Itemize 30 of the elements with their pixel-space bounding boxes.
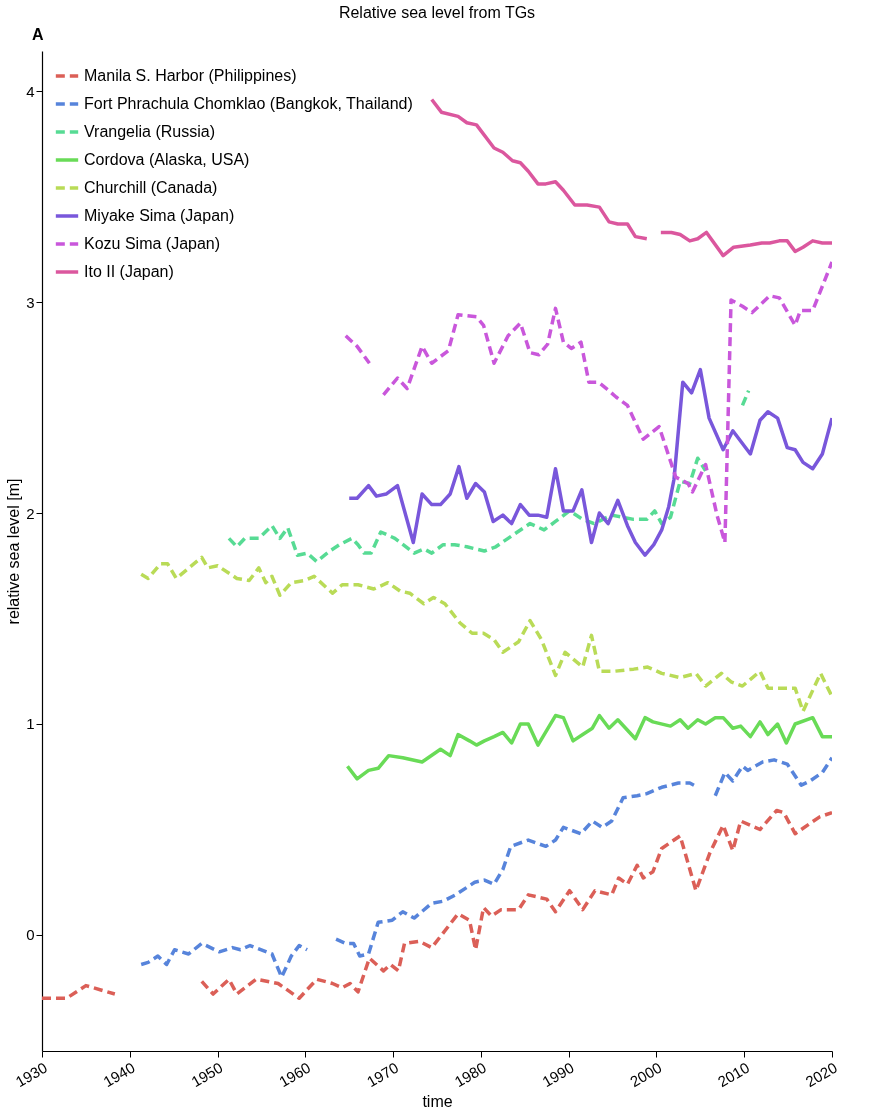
x-tick-label: 1960 <box>275 1058 314 1091</box>
x-tick-label: 2020 <box>802 1058 840 1091</box>
y-axis-title: relative sea level [m] <box>5 478 23 625</box>
chart-title: Relative sea level from TGs <box>338 4 536 21</box>
x-tick-label: 1970 <box>363 1058 402 1091</box>
line-series <box>345 713 832 781</box>
x-tick-label: 1980 <box>451 1058 489 1091</box>
y-tick-label: 2 <box>26 504 35 522</box>
x-axis-title: time <box>422 1093 453 1111</box>
legend-label: Miyake Sima (Japan) <box>84 207 235 224</box>
legend-label: Manila S. Harbor (Philippines) <box>84 67 297 84</box>
line-series <box>139 555 832 714</box>
legend-label: Vrangelia (Russia) <box>84 123 216 140</box>
x-tick-label: 1930 <box>12 1058 50 1091</box>
line-series <box>347 367 832 557</box>
y-tick-label: 4 <box>26 82 35 100</box>
legend-label: Churchill (Canada) <box>84 179 218 196</box>
x-tick-label: 1990 <box>539 1058 577 1091</box>
x-tick-label: 2000 <box>627 1058 665 1091</box>
x-tick-label: 2010 <box>714 1058 753 1091</box>
legend-label: Ito II (Japan) <box>84 263 174 280</box>
y-tick-label: 3 <box>26 293 35 311</box>
legend-label: Fort Phrachula Chomklao (Bangkok, Thailand) <box>84 95 413 112</box>
text: A <box>32 26 44 43</box>
legend-label: Kozu Sima (Japan) <box>84 235 221 252</box>
y-tick-label: 0 <box>26 926 35 944</box>
x-tick-label: 1950 <box>188 1058 226 1091</box>
x-tick-label: 1940 <box>100 1058 138 1091</box>
legend-label: Cordova (Alaska, USA) <box>84 151 250 168</box>
y-tick-label: 1 <box>26 715 35 733</box>
